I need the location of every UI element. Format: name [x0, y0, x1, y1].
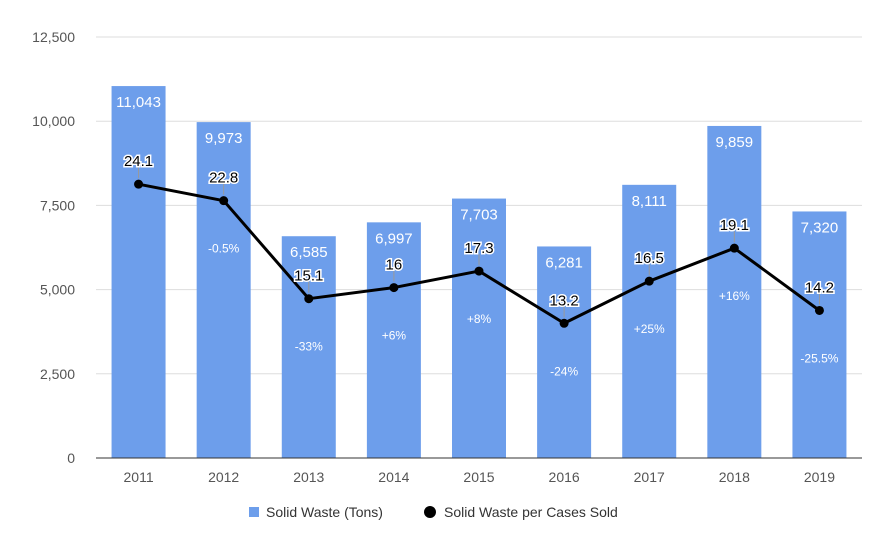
x-tick-label: 2016 [549, 469, 580, 485]
change-label: +8% [467, 312, 492, 326]
x-tick-label: 2013 [293, 469, 324, 485]
y-tick-label: 10,000 [32, 113, 75, 129]
x-tick-label: 2014 [378, 469, 409, 485]
axes: 0 2,500 5,000 7,500 10,000 12,500 2011 2012 2013… [32, 29, 862, 485]
change-label: +16% [719, 289, 750, 303]
change-label: +25% [634, 322, 665, 336]
bar [366, 222, 421, 458]
x-tick-label: 2012 [208, 469, 239, 485]
change-label: -33% [295, 340, 323, 354]
bar-value-label: 6,281 [545, 254, 583, 271]
bar-value-label: 6,997 [375, 230, 413, 247]
change-label: -0.5% [208, 242, 240, 256]
bar [792, 211, 847, 458]
bar [281, 236, 336, 458]
x-tick-label: 2018 [719, 469, 750, 485]
line-value-label: 17.3 [464, 240, 493, 257]
x-tick-label: 2015 [463, 469, 494, 485]
y-tick-label: 0 [67, 450, 75, 466]
line-value-label: 14.2 [805, 279, 834, 296]
change-label: +6% [382, 329, 407, 343]
bar-value-label: 9,859 [716, 134, 754, 151]
y-tick-label: 5,000 [40, 282, 75, 298]
bar [707, 125, 762, 458]
y-tick-label: 7,500 [40, 197, 75, 213]
bar-series [111, 86, 847, 458]
line-point [474, 266, 484, 276]
x-tick-label: 2019 [804, 469, 835, 485]
line-point [729, 243, 739, 253]
line-point [559, 318, 569, 328]
line-point [644, 276, 654, 286]
change-label: -25.5% [800, 351, 838, 365]
line-point [134, 179, 144, 189]
y-tick-label: 12,500 [32, 29, 75, 45]
line-point [389, 283, 399, 293]
bar-value-label: 7,320 [801, 219, 839, 236]
bar [452, 198, 506, 458]
x-tick-label: 2011 [124, 469, 154, 485]
bar [111, 86, 166, 458]
line-series [134, 179, 824, 328]
legend-swatch-per-cases [424, 506, 436, 518]
line-value-label: 16.5 [635, 250, 664, 267]
bar [196, 122, 251, 458]
line-value-label: 13.2 [550, 292, 579, 309]
bar-value-label: 7,703 [460, 207, 498, 224]
x-tick-label: 2017 [634, 469, 665, 485]
legend-swatch-solid-waste [249, 507, 259, 517]
bar-value-label: 11,043 [116, 94, 161, 111]
legend-label-solid-waste: Solid Waste (Tons) [266, 504, 383, 520]
bar-value-label: 9,973 [205, 130, 243, 147]
legend-label-per-cases: Solid Waste per Cases Sold [444, 504, 618, 520]
line-point [219, 196, 229, 206]
line-value-label: 15.1 [294, 268, 323, 285]
line-value-label: 24.1 [124, 153, 153, 170]
line-point [814, 305, 824, 315]
line-value-label: 16 [386, 257, 403, 274]
legend: Solid Waste (Tons) Solid Waste per Cases… [249, 504, 618, 520]
bar [622, 184, 677, 458]
line-point [304, 294, 314, 304]
line-value-label: 19.1 [720, 217, 749, 234]
bar [537, 246, 592, 458]
bar-value-label: 8,111 [632, 193, 667, 210]
data-labels: 11,043 9,973 6,585 6,997 7,703 6,281 8,111 9,85… [116, 94, 839, 378]
y-tick-label: 2,500 [40, 366, 75, 382]
bar-value-label: 6,585 [290, 244, 328, 261]
line-value-label: 22.8 [209, 170, 238, 187]
change-label: -24% [550, 364, 578, 378]
